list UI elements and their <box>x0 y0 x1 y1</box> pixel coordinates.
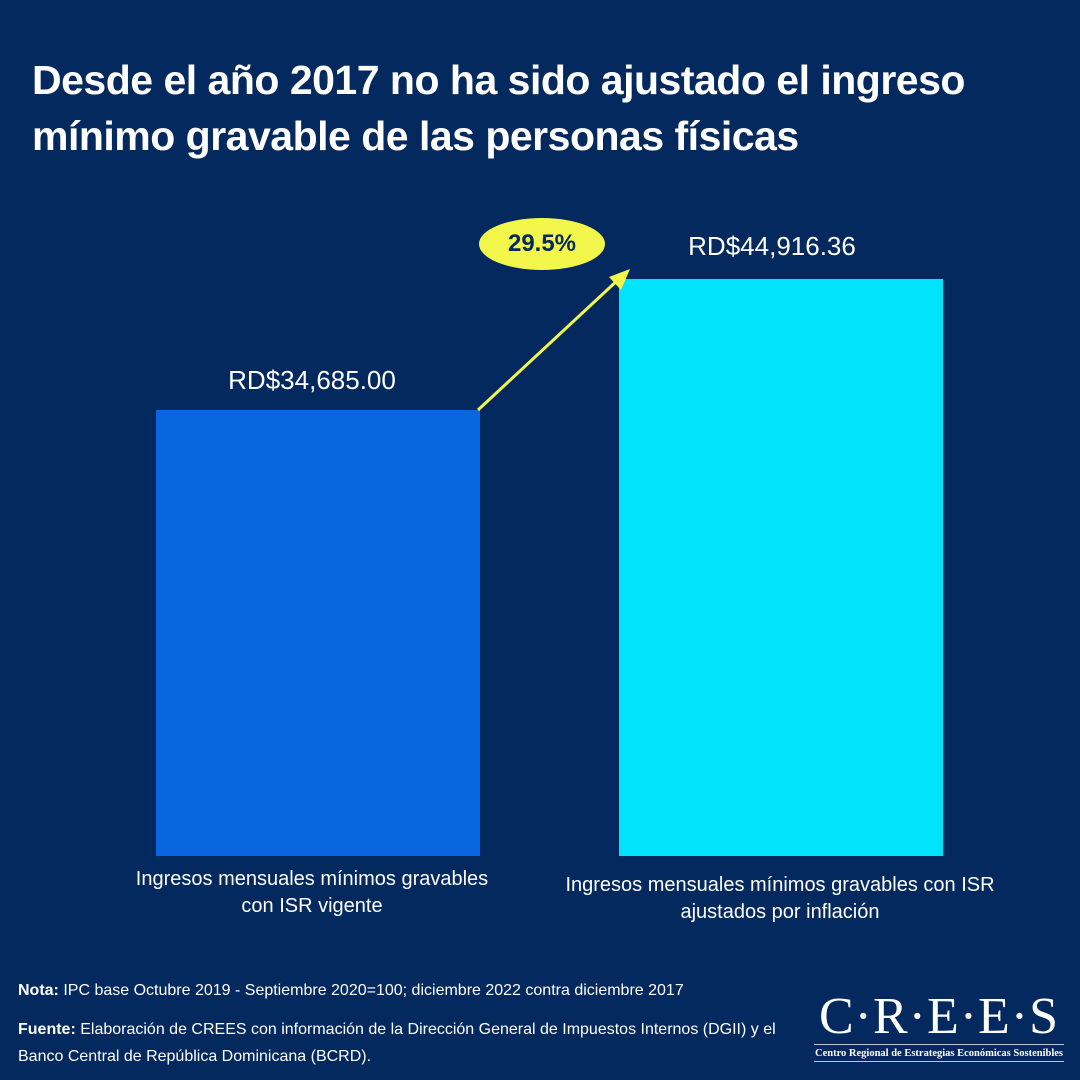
crees-logo: C·R·E·E·S Centro Regional de Estrategias… <box>808 990 1070 1062</box>
footnote-source: Fuente: Elaboración de CREES con informa… <box>18 1016 778 1070</box>
bar-value-label-adjusted: RD$44,916.36 <box>688 231 856 261</box>
logo-wordmark: C·R·E·E·S <box>818 988 1060 1045</box>
footnote-note: Nota: IPC base Octubre 2019 - Septiembre… <box>18 982 684 1000</box>
chart-title: Desde el año 2017 no ha sido ajustado el… <box>32 57 965 159</box>
note-label: Nota: <box>18 982 59 999</box>
logo-divider-top <box>814 1044 1064 1045</box>
bar-adjusted-inflation <box>619 279 943 856</box>
category-label-adjusted: Ingresos mensuales mínimos gravables con… <box>565 874 995 923</box>
category-label-current: Ingresos mensuales mínimos gravables con… <box>135 868 489 917</box>
source-label: Fuente: <box>18 1021 76 1038</box>
bar-value-label-current: RD$34,685.00 <box>228 365 396 395</box>
logo-subtitle: Centro Regional de Estrategias Económica… <box>814 1048 1063 1059</box>
source-text: Elaboración de CREES con información de … <box>18 1021 776 1065</box>
bar-current-isr <box>156 410 480 856</box>
change-percentage-badge: 29.5% <box>479 218 605 270</box>
note-text: IPC base Octubre 2019 - Septiembre 2020=… <box>58 982 684 999</box>
logo-divider-bottom <box>814 1061 1064 1062</box>
